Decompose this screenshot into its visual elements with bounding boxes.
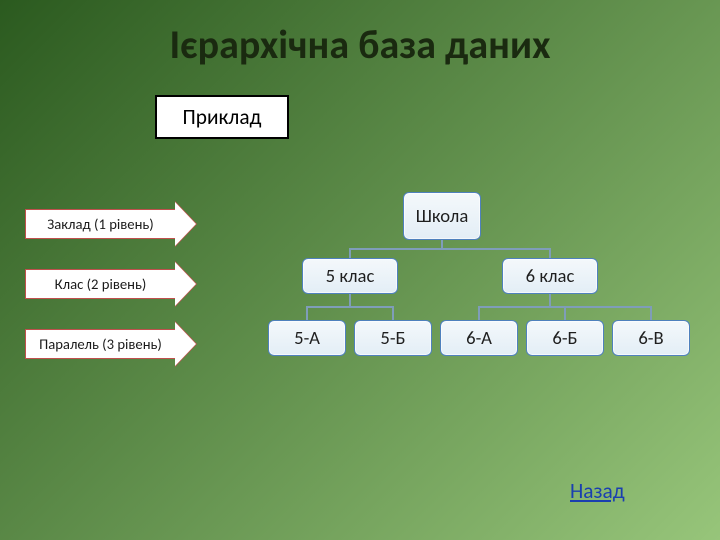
level-arrow: Паралель (3 рівень) — [25, 321, 197, 367]
tree-connector — [478, 307, 480, 320]
tree-connector — [564, 307, 566, 320]
tree-connector — [349, 248, 443, 250]
example-label: Приклад — [183, 104, 262, 130]
tree-connector — [349, 249, 351, 258]
arrow-head-fill — [175, 262, 196, 306]
level-arrow-label: Клас (2 рівень) — [25, 269, 175, 299]
tree-node: 5 клас — [302, 258, 398, 294]
tree-connector — [650, 307, 652, 320]
tree-node: 6 клас — [502, 258, 598, 294]
tree-node: 5-А — [268, 320, 346, 356]
page-title: Ієрархічна база даних — [0, 20, 720, 69]
tree-connector — [549, 306, 566, 308]
tree-connector — [478, 306, 551, 308]
tree-connector — [549, 294, 551, 307]
tree-connector — [306, 306, 351, 308]
tree-connector — [441, 240, 443, 249]
slide: Ієрархічна база даних Приклад Заклад (1 … — [0, 0, 720, 540]
tree-connector — [441, 248, 551, 250]
tree-node: 6-В — [612, 320, 690, 356]
level-arrow-label: Паралель (3 рівень) — [25, 329, 175, 359]
tree-connector — [349, 294, 351, 307]
tree-connector — [392, 307, 394, 320]
tree-node: 6-А — [440, 320, 518, 356]
tree-connector — [306, 307, 308, 320]
arrow-head-fill — [175, 202, 196, 246]
level-arrow-label: Заклад (1 рівень) — [25, 209, 175, 239]
example-box: Приклад — [155, 95, 289, 139]
back-link[interactable]: Назад — [570, 478, 625, 504]
tree-node: 5-Б — [354, 320, 432, 356]
arrow-head-fill — [175, 322, 196, 366]
tree-node: Школа — [403, 192, 481, 240]
tree-connector — [549, 249, 551, 258]
level-arrow: Заклад (1 рівень) — [25, 201, 197, 247]
tree-node: 6-Б — [526, 320, 604, 356]
level-arrow: Клас (2 рівень) — [25, 261, 197, 307]
tree-connector — [349, 306, 394, 308]
